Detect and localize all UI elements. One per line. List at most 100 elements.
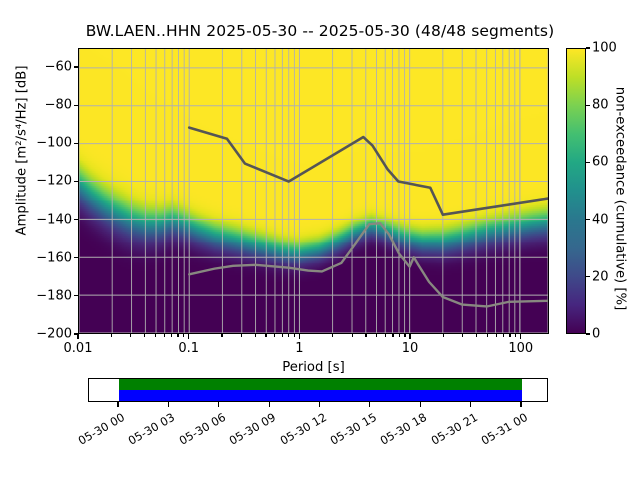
ppsd-plot-area[interactable] (78, 48, 549, 334)
timeline-tick-mark (167, 402, 169, 407)
coverage-bar-green (119, 379, 522, 390)
y-tick-label: −140 (36, 212, 72, 228)
x-tick-mark (110, 334, 112, 337)
y-tick-label: −160 (36, 250, 72, 266)
x-tick-mark (281, 334, 283, 337)
timeline-tick-label: 05-30 00 (75, 410, 127, 448)
colorbar-tick-mark (586, 219, 590, 221)
timeline-tick-mark (218, 402, 220, 407)
x-tick-mark (404, 334, 406, 337)
y-tick-mark (74, 66, 78, 68)
colorbar-label: non-exceedance (cumulative) [%] (612, 86, 628, 311)
x-tick-mark (365, 334, 367, 337)
x-tick-mark (177, 334, 179, 337)
colorbar-tick-mark (586, 333, 590, 335)
x-tick-mark (376, 334, 378, 337)
y-tick-mark (74, 257, 78, 259)
colorbar-tick-mark (586, 47, 590, 49)
x-tick-mark (509, 334, 511, 337)
x-tick-mark (495, 334, 497, 337)
x-tick-mark (221, 334, 223, 337)
x-tick-mark (502, 334, 505, 337)
y-tick-mark (74, 180, 78, 183)
timeline-tick-mark (419, 402, 421, 407)
timeline-tick-mark (117, 402, 119, 407)
timeline-tick-mark (268, 402, 270, 407)
y-tick-label: −100 (36, 135, 72, 151)
x-tick-label: 1 (295, 341, 304, 356)
x-tick-mark (170, 334, 173, 337)
colorbar-tick-label: 100 (592, 40, 617, 56)
timeline-tick-label: 05-30 12 (277, 410, 329, 448)
x-tick-mark (254, 334, 256, 337)
x-tick-mark (409, 334, 411, 339)
page-title: BW.LAEN..HHN 2025-05-30 -- 2025-05-30 (4… (85, 22, 555, 40)
y-tick-label: −80 (44, 97, 72, 113)
y-tick-mark (74, 104, 78, 106)
x-tick-mark (183, 334, 185, 337)
colorbar-tick-label: 80 (592, 97, 609, 113)
x-tick-label: 10 (401, 341, 419, 356)
colorbar-tick-label: 40 (592, 212, 609, 228)
x-tick-mark (265, 334, 267, 337)
timeline-tick-label: 05-30 06 (176, 410, 228, 448)
x-tick-label: 0.1 (178, 341, 200, 356)
timeline-tick-label: 05-30 03 (126, 410, 178, 448)
x-tick-mark (240, 334, 243, 337)
x-tick-mark (442, 334, 444, 337)
timeline-tick-label: 05-30 21 (428, 410, 480, 448)
y-axis-label: Amplitude [m²/s⁴/Hz] [dB] (14, 65, 30, 236)
y-tick-mark (74, 333, 78, 335)
y-tick-label: −180 (36, 288, 72, 304)
x-tick-mark (188, 334, 190, 339)
y-tick-label: −200 (36, 326, 72, 342)
x-tick-mark (476, 334, 478, 337)
colorbar-tick-label: 0 (592, 326, 601, 342)
noise-model-curves (187, 126, 548, 308)
x-tick-label: 0.01 (63, 341, 93, 356)
timeline-tick-mark (520, 402, 522, 407)
data-coverage-timeline[interactable] (88, 378, 548, 402)
y-tick-label: −60 (44, 59, 72, 75)
y-tick-mark (74, 142, 78, 144)
x-tick-mark (515, 334, 517, 337)
ppsd-density-image (79, 49, 548, 333)
colorbar-tick-label: 20 (592, 269, 609, 285)
x-tick-mark (274, 334, 276, 337)
timeline-tick-label: 05-30 09 (226, 410, 279, 448)
x-tick-mark (384, 334, 387, 337)
x-axis-label: Period [s] (282, 360, 345, 375)
x-tick-mark (398, 334, 400, 337)
x-tick-mark (163, 334, 165, 337)
x-tick-mark (77, 334, 79, 339)
x-tick-mark (293, 334, 295, 337)
colorbar-tick-mark (586, 161, 590, 163)
timeline-tick-mark (318, 402, 321, 407)
colorbar-tick-label: 60 (592, 154, 609, 170)
x-tick-mark (351, 334, 353, 337)
coverage-bar-blue (119, 390, 522, 401)
x-tick-mark (154, 334, 156, 337)
colorbar[interactable] (566, 48, 586, 334)
x-tick-mark (144, 334, 146, 337)
timeline-tick-label: 05-31 00 (478, 410, 530, 448)
x-tick-label: 100 (508, 341, 534, 356)
colorbar-tick-mark (586, 276, 590, 278)
x-tick-mark (520, 334, 522, 339)
y-tick-mark (74, 219, 78, 221)
x-tick-mark (130, 334, 132, 337)
x-tick-mark (298, 334, 300, 339)
plot-gridlines (79, 49, 548, 333)
timeline-tick-mark (470, 402, 472, 407)
x-tick-mark (288, 334, 290, 337)
timeline-tick-label: 05-30 15 (327, 410, 379, 448)
x-tick-mark (392, 334, 394, 337)
y-tick-label: −120 (36, 173, 72, 189)
colorbar-tick-mark (586, 104, 590, 106)
x-tick-mark (462, 334, 464, 337)
x-tick-mark (486, 334, 488, 337)
x-tick-mark (332, 334, 334, 337)
y-tick-mark (74, 295, 78, 297)
timeline-tick-label: 05-30 18 (377, 410, 430, 448)
timeline-tick-mark (369, 402, 371, 407)
